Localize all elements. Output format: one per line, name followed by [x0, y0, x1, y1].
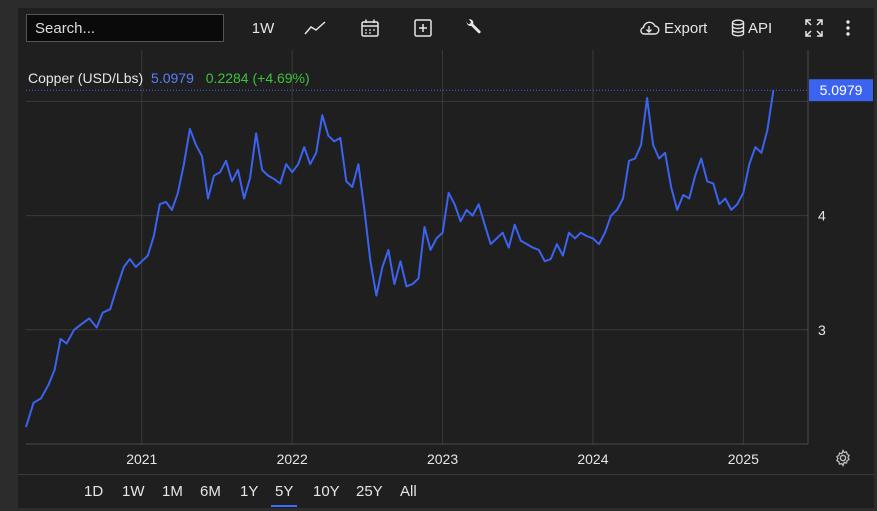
toolbar: 1W Export API	[18, 8, 874, 50]
x-tick-label: 2024	[577, 451, 608, 467]
range-button-1y[interactable]: 1Y	[240, 483, 259, 500]
chart-panel: 1W Export API	[18, 8, 874, 508]
api-label: API	[748, 19, 773, 37]
y-tick-label: 3	[818, 322, 826, 338]
export-button[interactable]: Export	[638, 15, 712, 41]
more-vertical-icon[interactable]	[840, 15, 856, 41]
range-button-1d[interactable]: 1D	[84, 483, 104, 500]
price-chart[interactable]: 3 4 2021 2022 2023 2024 2025 5.0979	[18, 8, 874, 474]
range-selector: 1D 1W 1M 6M 1Y 5Y 10Y 25Y All	[18, 474, 874, 509]
instrument-name: Copper (USD/Lbs)	[28, 70, 144, 86]
fullscreen-icon[interactable]	[803, 15, 825, 41]
calendar-icon[interactable]	[358, 15, 382, 41]
range-button-6m[interactable]: 6M	[200, 483, 221, 500]
price-change: 0.2284 (+4.69%)	[205, 70, 310, 86]
x-tick-label: 2025	[728, 451, 759, 467]
range-button-1m[interactable]: 1M	[162, 483, 183, 500]
api-button[interactable]: API	[731, 15, 777, 41]
cloud-download-icon	[638, 19, 660, 37]
x-tick-label: 2023	[427, 451, 458, 467]
add-box-icon[interactable]	[411, 15, 435, 41]
range-button-10y[interactable]: 10Y	[313, 483, 340, 500]
last-price-label: 5.0979	[820, 82, 863, 98]
interval-button[interactable]: 1W	[251, 19, 275, 37]
range-button-all[interactable]: All	[400, 483, 417, 500]
search-input[interactable]	[26, 14, 224, 42]
range-button-5y[interactable]: 5Y	[271, 483, 298, 507]
last-price: 5.0979	[151, 70, 194, 86]
export-label: Export	[664, 19, 708, 37]
x-tick-label: 2021	[126, 451, 157, 467]
last-price-label-bg	[809, 79, 873, 102]
range-button-1w[interactable]: 1W	[122, 483, 145, 500]
settings-gear-icon[interactable]	[834, 449, 852, 472]
y-tick-label: 4	[818, 208, 826, 224]
chart-legend: Copper (USD/Lbs) 5.0979 0.2284 (+4.69%)	[28, 70, 310, 86]
database-icon	[731, 19, 745, 37]
range-button-25y[interactable]: 25Y	[356, 483, 383, 500]
series-line-copper	[25, 90, 775, 428]
line-chart-icon[interactable]	[302, 15, 328, 41]
wrench-icon[interactable]	[461, 15, 485, 41]
x-tick-label: 2022	[277, 451, 308, 467]
